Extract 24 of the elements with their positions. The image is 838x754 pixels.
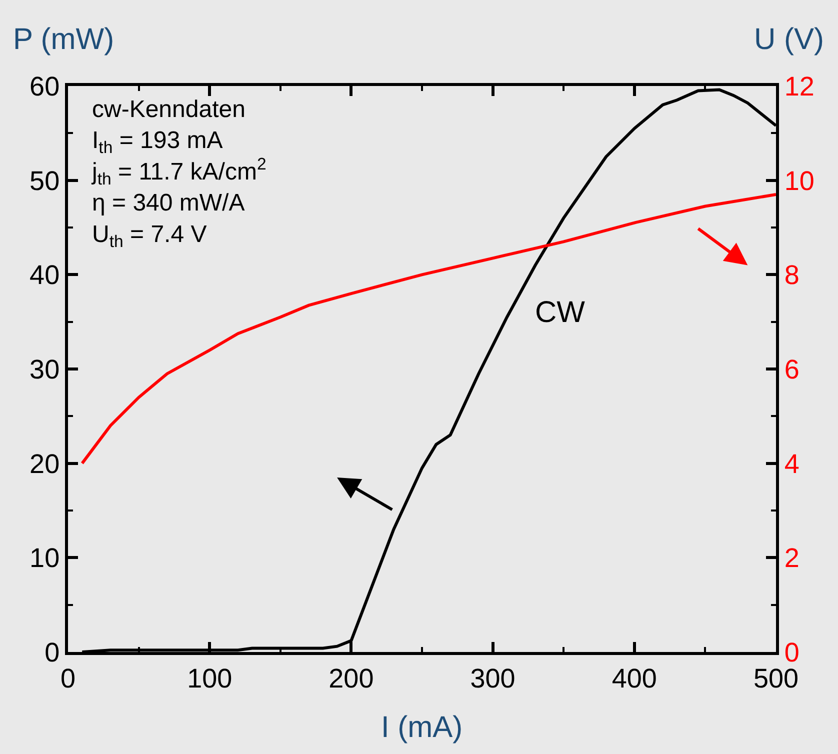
annotation: U$_{th}$ = 7.4 V [92,220,207,251]
x-tick-label: 400 [612,663,657,694]
y2-tick-label: 4 [784,448,800,479]
y2-tick-label: 6 [784,354,800,384]
y2-axis-title: U (V) [754,23,824,56]
y-tick-label: 30 [30,354,60,384]
y-axis-title: P (mW) [13,23,114,56]
x-tick-label: 200 [328,663,374,694]
x-tick-label: 100 [187,663,232,694]
y-tick-label: 40 [30,260,60,290]
y-tick-label: 0 [44,637,60,668]
y-tick-label: 50 [30,166,60,196]
y-tick-label: 20 [30,448,60,479]
y-tick-label: 10 [30,543,60,574]
annotation: CW [535,296,586,329]
annotation: cw-Kenndaten [92,96,246,123]
y2-tick-label: 12 [784,71,814,102]
y2-tick-label: 10 [784,166,814,196]
annotation: η = 340 mW/A [92,190,245,217]
x-tick-label: 300 [470,663,516,694]
y2-tick-label: 2 [784,543,800,574]
y-tick-label: 60 [30,71,60,102]
x-axis-title: I (mA) [381,711,463,744]
y2-tick-label: 8 [784,260,800,290]
